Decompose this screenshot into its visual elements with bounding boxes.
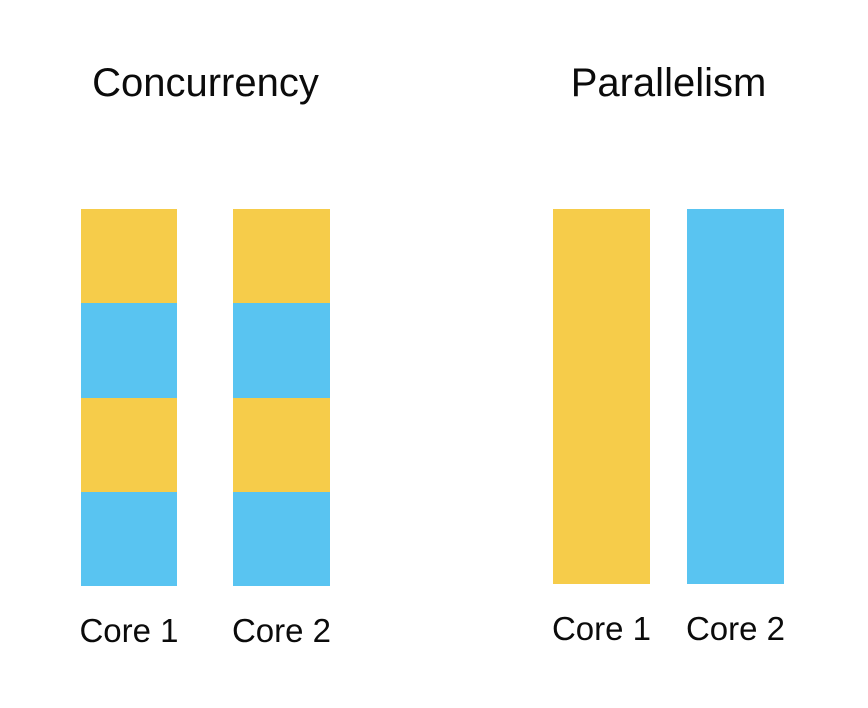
core-label-text: Core 1 [79,612,179,649]
concurrency-core2-column: Core 2 [231,209,332,650]
concurrency-title: Concurrency [92,61,319,105]
parallelism-core1-label: Core 1 [551,610,652,648]
core-label-text: Core 2 [231,612,332,649]
core-label-text: Core 1 [551,610,652,647]
concurrency-core2-bar [233,209,330,586]
parallelism-core2-bar [687,209,784,584]
task-segment-yellow [81,397,177,492]
task-segment-blue [81,491,177,586]
core-label-text: Core 2 [685,610,786,647]
task-segment-blue [233,491,330,586]
parallelism-core2-column: Core 2 [685,209,786,648]
concurrency-core2-label: Core 2 [231,612,332,650]
task-segment-yellow [81,209,177,304]
parallelism-core2-label: Core 2 [685,610,786,648]
task-segment-yellow [233,209,330,304]
task-segment-blue [687,209,784,584]
task-segment-blue [233,303,330,398]
task-segment-yellow [553,209,650,584]
parallelism-core1-column: Core 1 [551,209,652,648]
task-segment-blue [81,303,177,398]
concurrency-core1-bar [81,209,177,586]
parallelism-core1-bar [553,209,650,584]
concurrency-core1-column: Core 1 [79,209,179,650]
parallelism-title: Parallelism [570,61,767,105]
task-segment-yellow [233,397,330,492]
concurrency-core1-label: Core 1 [79,612,179,650]
